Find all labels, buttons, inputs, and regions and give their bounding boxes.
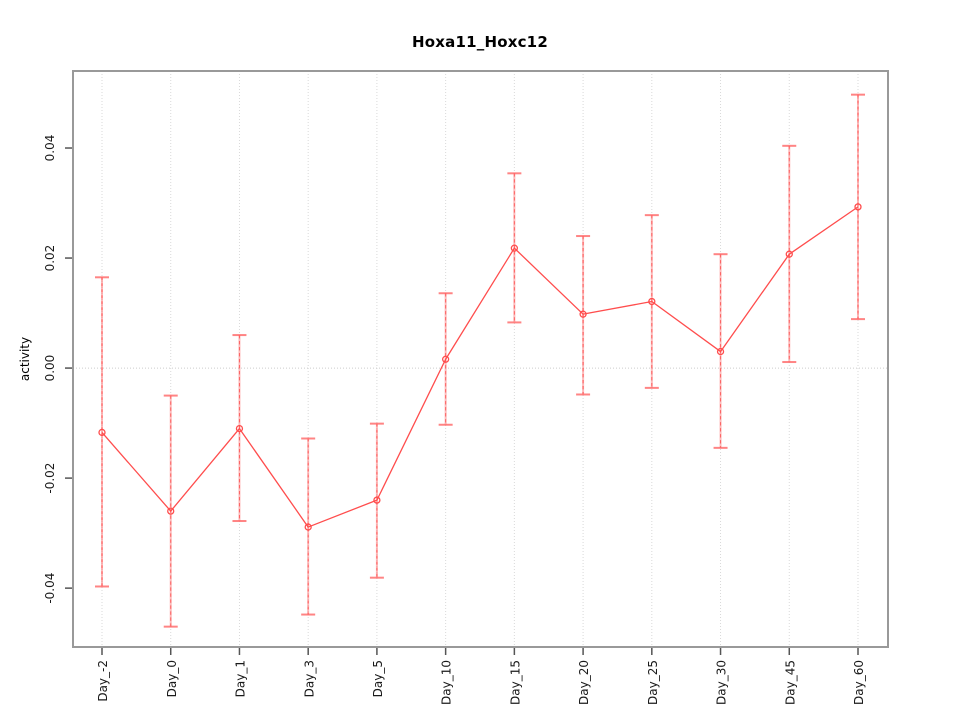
y-tick-label: 0.00	[43, 355, 57, 382]
x-tick-label: Day_3	[302, 660, 316, 697]
data-point-marker	[510, 244, 519, 252]
data-point-marker	[167, 507, 175, 515]
x-tick-label: Day_0	[165, 660, 179, 697]
data-point-marker	[441, 355, 450, 363]
y-tick-label: 0.04	[43, 135, 57, 162]
x-tick-label: Day_5	[371, 660, 385, 697]
x-tick-label: Day_10	[440, 660, 454, 705]
x-tick-label: Day_1	[234, 660, 248, 697]
series-line	[101, 206, 859, 528]
data-point-marker	[854, 203, 862, 211]
data-point-marker	[235, 424, 244, 433]
data-point-marker	[648, 297, 656, 306]
data-point-marker	[785, 250, 793, 258]
plot-border	[72, 70, 889, 648]
data-point-marker	[304, 523, 312, 531]
x-tick-label: Day_25	[646, 660, 660, 705]
x-tick-label: Day_60	[852, 660, 866, 705]
y-tick-label: -0.02	[43, 463, 57, 494]
chart-title: Hoxa11_Hoxc12	[412, 33, 548, 51]
x-tick-label: Day_20	[577, 660, 591, 705]
x-tick-label: Day_30	[715, 660, 729, 705]
x-tick-label: Day_-2	[96, 660, 110, 702]
y-tick-label: -0.04	[43, 573, 57, 604]
x-tick-label: Day_45	[783, 660, 797, 705]
data-point-marker	[716, 347, 725, 356]
data-point-marker	[98, 428, 106, 437]
y-tick-label: 0.02	[43, 245, 57, 272]
data-point-marker	[579, 310, 587, 318]
x-tick-label: Day_15	[508, 660, 522, 705]
data-point-marker	[373, 496, 381, 504]
